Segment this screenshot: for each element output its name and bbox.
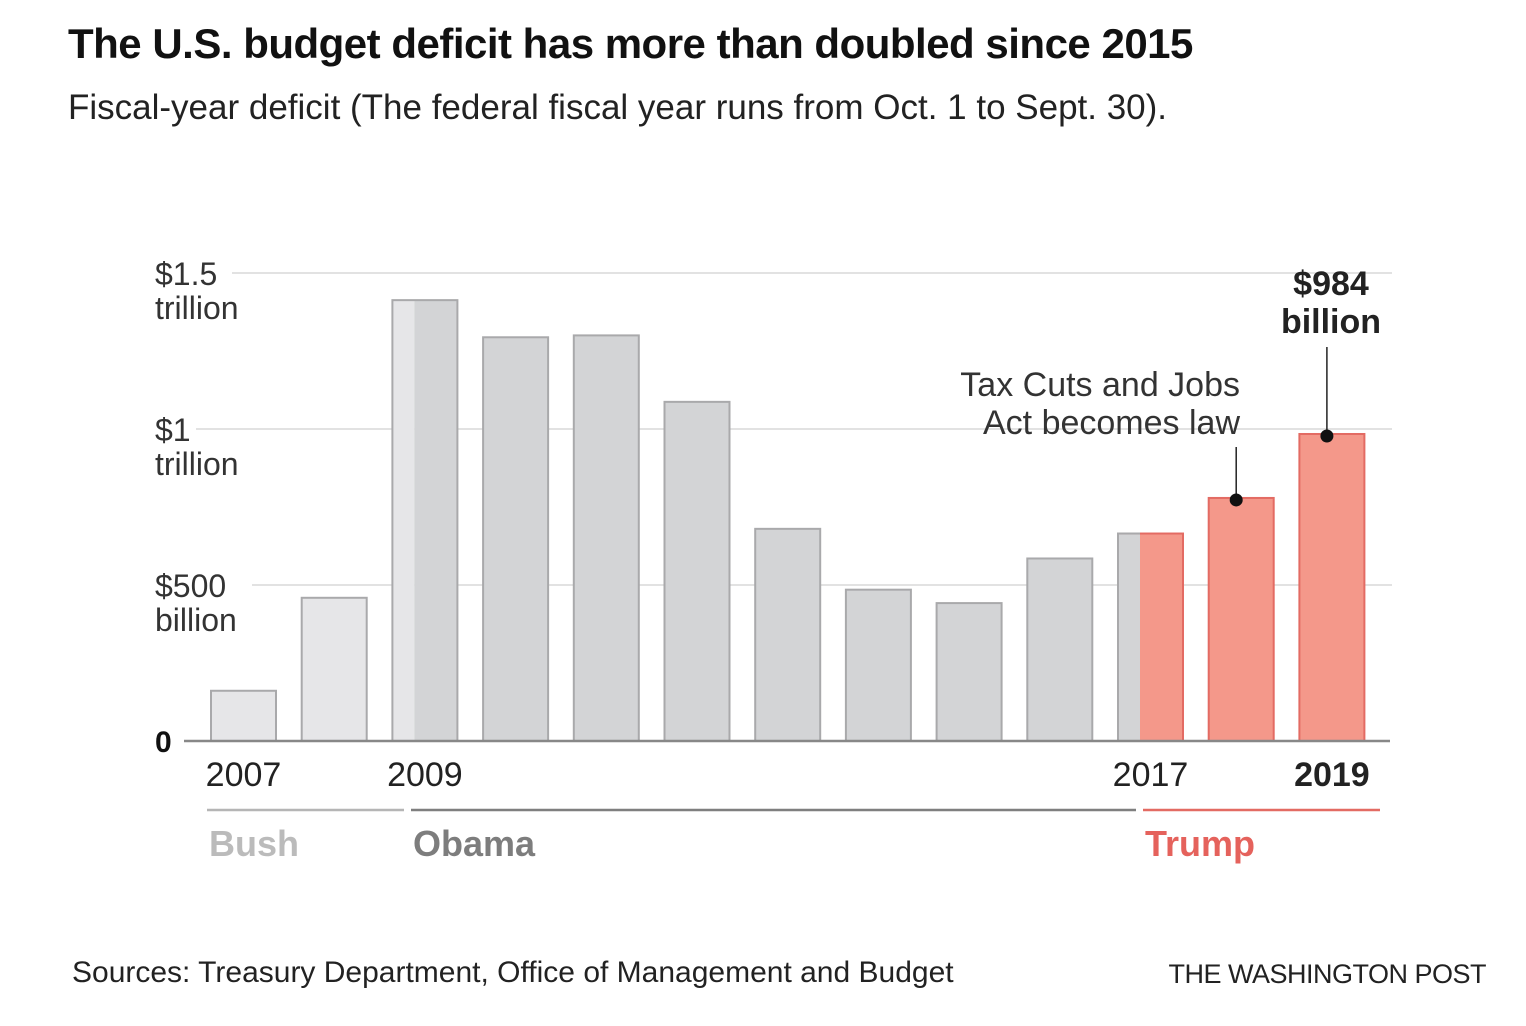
bar-outline-left [1117,532,1140,741]
bar-2011 [572,334,640,742]
annotation-dot [1320,429,1334,443]
bar-2016 [1026,557,1094,742]
annotation-text: $984 [1293,265,1369,303]
bar-2013 [754,527,822,743]
source-note: Sources: Treasury Department, Office of … [72,956,954,989]
bar-2014 [844,588,912,742]
chart-title: The U.S. budget deficit has more than do… [68,20,1193,67]
bar [572,334,640,742]
y-tick-unit: billion [155,602,237,638]
bar [210,689,277,743]
bar-segment-bush [392,300,415,741]
president-eras: Bush Obama Trump [207,808,1380,864]
bar [1298,432,1366,742]
bar-2012 [663,400,731,742]
bar-2007 [210,689,277,743]
bar-2017 [1117,532,1184,743]
bar [935,602,1003,743]
bar-2015 [935,602,1003,743]
annotation-text: billion [1281,303,1381,341]
y-tick-unit: trillion [155,290,239,326]
bar [1026,557,1094,742]
publisher-credit: THE WASHINGTON POST [1168,959,1486,989]
bar-2009 [391,299,459,742]
bar-segment-obama [414,300,458,741]
bar-2008 [300,596,368,742]
bars [210,299,1366,743]
bar [844,588,912,742]
x-tick-label: 2019 [1294,756,1370,794]
bar [300,596,368,742]
bar [1207,496,1275,742]
bar-2010 [482,336,550,742]
chart-subtitle: Fiscal-year deficit (The federal fiscal … [68,88,1168,127]
y-tick-unit: trillion [155,446,239,482]
y-tick-label: $1.5 [155,256,217,292]
bar [482,336,550,742]
era-label-obama: Obama [413,823,536,864]
x-tick-label: 2007 [206,756,282,794]
y-tick-label: $1 [155,412,191,448]
y-tick-label: $500 [155,568,226,604]
x-tick-label: 2017 [1113,756,1189,794]
era-label-trump: Trump [1145,823,1255,864]
annotation-text: Act becomes law [983,404,1240,442]
x-axis-labels: 2007 2009 2017 2019 [206,756,1370,794]
era-label-bush: Bush [209,823,299,864]
annotation-text: Tax Cuts and Jobs [960,366,1240,404]
bar-segment-obama [1118,533,1140,741]
bar-2019 [1298,432,1366,742]
y-tick-label: 0 [155,726,172,759]
annotation-dot [1229,493,1243,507]
bar-segment-trump [1140,533,1183,741]
bar [754,527,822,743]
bar-2018 [1207,496,1275,742]
bar [663,400,731,742]
x-tick-label: 2009 [387,756,463,794]
